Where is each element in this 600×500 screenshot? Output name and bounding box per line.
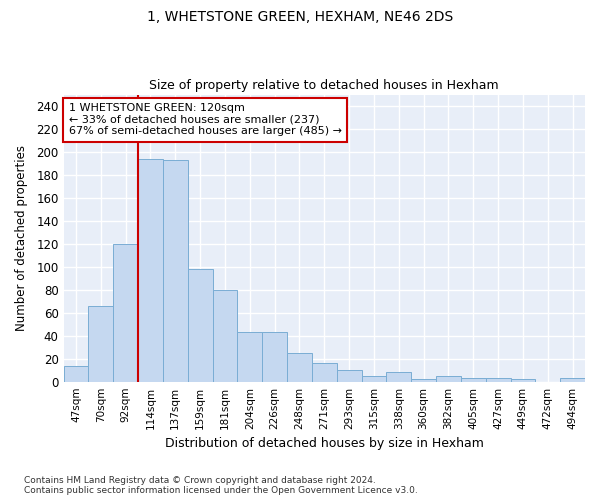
Bar <box>312 364 337 382</box>
Bar <box>88 306 113 382</box>
Text: 1 WHETSTONE GREEN: 120sqm
← 33% of detached houses are smaller (237)
67% of semi: 1 WHETSTONE GREEN: 120sqm ← 33% of detac… <box>69 103 342 136</box>
Bar <box>485 378 511 382</box>
Bar <box>64 366 88 382</box>
Text: 1, WHETSTONE GREEN, HEXHAM, NE46 2DS: 1, WHETSTONE GREEN, HEXHAM, NE46 2DS <box>147 10 453 24</box>
Bar <box>188 269 212 382</box>
Bar <box>262 332 287 382</box>
Bar <box>560 378 585 382</box>
Bar <box>212 290 238 382</box>
Bar <box>436 376 461 382</box>
Bar <box>411 380 436 382</box>
Bar <box>113 244 138 382</box>
Bar <box>386 372 411 382</box>
Bar <box>461 378 485 382</box>
Bar <box>337 370 362 382</box>
Bar <box>362 376 386 382</box>
Bar <box>138 159 163 382</box>
X-axis label: Distribution of detached houses by size in Hexham: Distribution of detached houses by size … <box>165 437 484 450</box>
Bar <box>511 380 535 382</box>
Title: Size of property relative to detached houses in Hexham: Size of property relative to detached ho… <box>149 79 499 92</box>
Y-axis label: Number of detached properties: Number of detached properties <box>15 145 28 331</box>
Bar <box>238 332 262 382</box>
Bar <box>163 160 188 382</box>
Text: Contains HM Land Registry data © Crown copyright and database right 2024.
Contai: Contains HM Land Registry data © Crown c… <box>24 476 418 495</box>
Bar <box>287 353 312 382</box>
